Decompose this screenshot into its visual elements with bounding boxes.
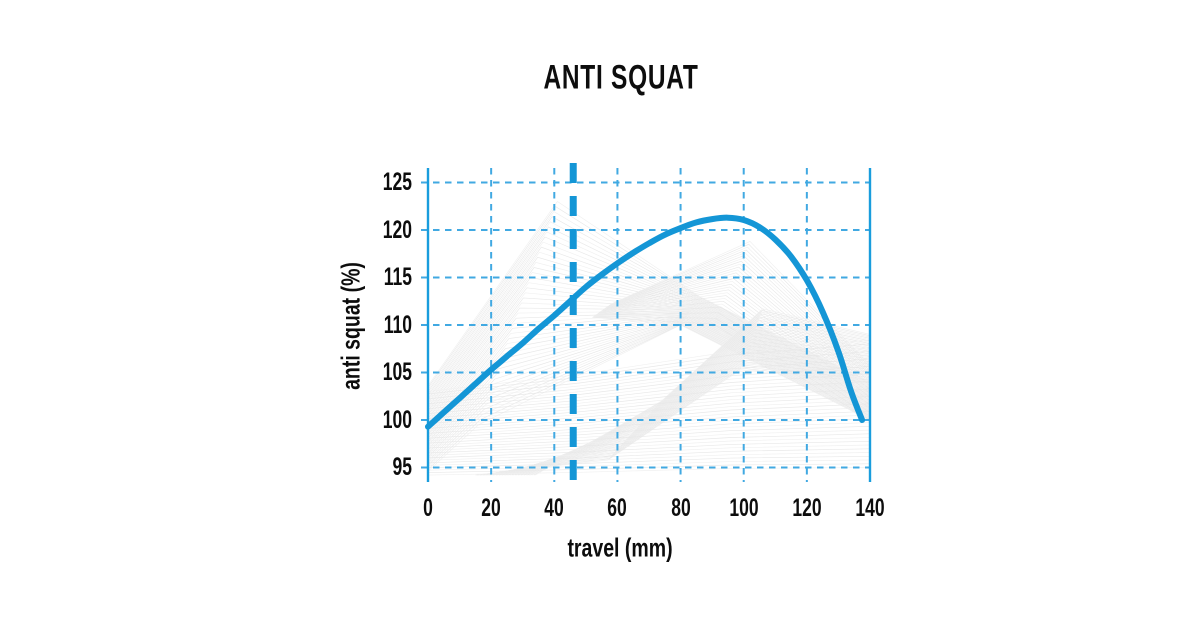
background-line [428,292,870,421]
chart-title: ANTI SQUAT [543,58,699,97]
background-line [428,388,870,424]
background-line [594,315,870,417]
background-line [428,323,870,468]
background-line [535,308,870,476]
background-line [599,292,870,400]
background-line [428,467,870,476]
background-line [593,316,870,419]
background-line [428,448,870,464]
x-tick-label: 40 [544,494,564,522]
x-tick-label: 80 [671,494,691,522]
background-fan-lines [428,201,870,476]
background-line [428,272,870,413]
background-line [428,354,870,402]
y-tick-label: 100 [382,406,412,434]
background-line [428,437,870,456]
background-line [428,358,870,405]
background-line [596,306,870,409]
background-line [604,272,870,386]
y-tick-label: 120 [382,216,412,244]
background-line [428,399,870,432]
x-tick-label: 20 [481,494,501,522]
background-line [428,425,870,449]
background-line [607,258,870,377]
x-tick-label: 100 [729,494,759,522]
y-tick-label: 95 [392,453,412,481]
background-line [598,298,870,403]
x-axis-title: travel (mm) [567,532,673,563]
background-line [428,422,870,446]
background-line [594,315,870,415]
background-line [428,369,870,412]
background-line [428,403,870,434]
background-line [428,440,870,459]
background-line [428,312,870,437]
background-line [428,410,870,439]
x-tick-label: 140 [855,494,885,522]
x-tick-label: 120 [792,494,822,522]
background-line [428,362,870,407]
background-line [428,455,870,469]
background-line [428,444,870,461]
x-tick-label: 0 [423,494,433,522]
x-tick-label: 60 [607,494,627,522]
background-line [428,396,870,429]
background-line [597,300,870,405]
background-line [428,320,870,460]
background-line [595,312,870,413]
background-line [428,347,870,397]
y-tick-label: 125 [382,168,412,196]
background-line [428,392,870,427]
y-tick-label: 115 [383,263,412,291]
background-line [428,377,870,417]
background-line [428,418,870,444]
anti-squat-curve [425,214,866,430]
background-line [428,366,870,409]
background-line [428,429,870,451]
background-line [428,459,870,471]
background-line [428,384,870,422]
background-line [428,414,870,441]
background-line [428,381,870,419]
background-line [428,373,870,414]
background-line [428,452,870,466]
background-line [592,317,870,422]
y-tick-label: 110 [383,311,412,339]
background-line [600,286,870,396]
background-line [428,241,870,402]
y-tick-label: 105 [382,358,412,386]
background-line [428,433,870,454]
background-line [428,339,870,392]
background-line [428,343,870,395]
gridlines [421,168,870,482]
background-line [428,201,870,386]
